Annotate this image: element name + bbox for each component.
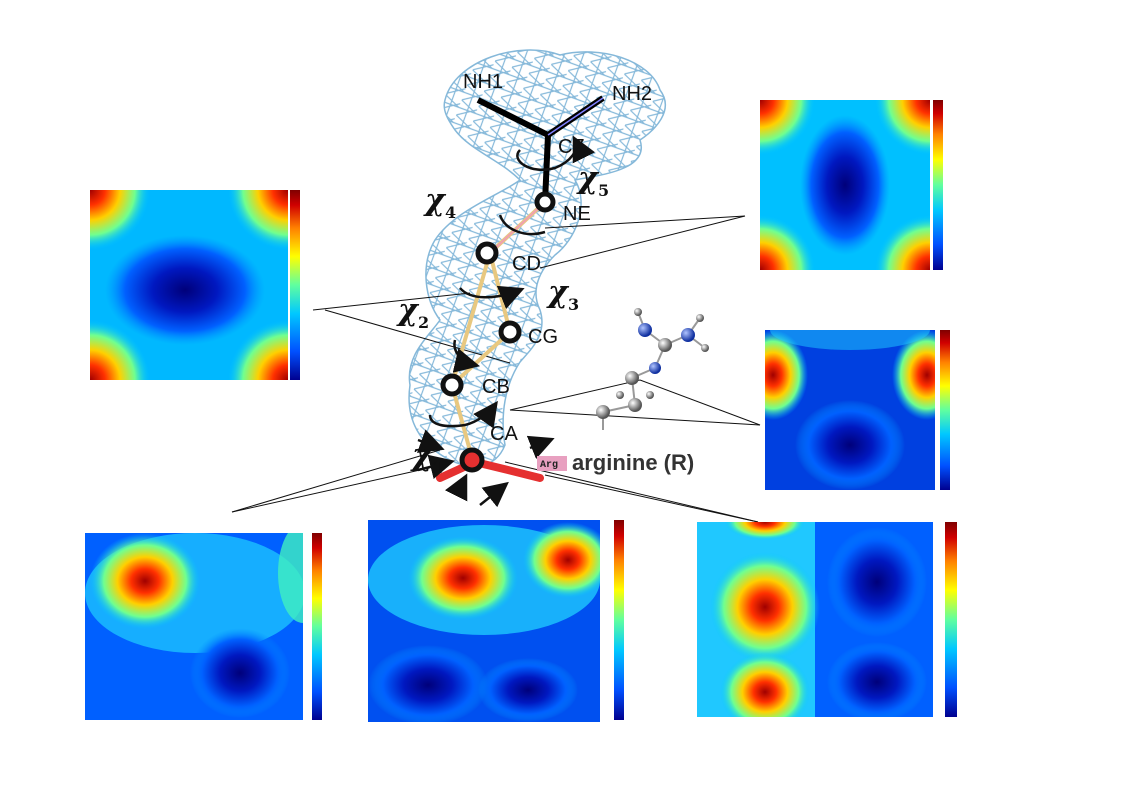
model-atom	[646, 391, 654, 399]
model-atom	[701, 344, 709, 352]
residue-tag: Arg	[540, 460, 558, 471]
atom-ne	[534, 191, 556, 213]
label-cg: CG	[528, 326, 558, 348]
atom-cd	[475, 241, 499, 265]
torsion-arrows	[416, 135, 596, 508]
heatmap-plot	[85, 533, 303, 720]
model-atom	[634, 308, 642, 316]
chi-labels: χ 5 χ 4 χ 3 χ 2 χ 1	[396, 161, 609, 477]
chi3-symbol: χ	[546, 275, 570, 310]
chi5-subscript: 5	[598, 181, 609, 200]
atom-labels: NH1 NH2 CZ NE CD CG CB CA	[463, 71, 652, 445]
label-nh2: NH2	[612, 83, 652, 105]
heatmap-plot	[368, 520, 600, 722]
colorbar	[290, 190, 300, 380]
atom-cb	[440, 373, 464, 397]
heatmap-plot	[765, 330, 935, 490]
chi2-symbol: χ	[396, 293, 420, 328]
connector-lines	[231, 215, 761, 523]
atoms	[440, 191, 556, 473]
label-ne: NE	[563, 203, 591, 225]
chi1-subscript: 1	[432, 458, 443, 477]
colorbar	[614, 520, 624, 720]
heatmap-panel-bottom-center	[368, 520, 624, 722]
chi1-symbol: χ	[410, 438, 434, 473]
ball-stick-model	[596, 308, 709, 430]
model-atom	[649, 362, 661, 374]
residue-name: arginine (R)	[572, 450, 694, 475]
heatmap-plot	[760, 100, 930, 270]
label-cz: CZ	[558, 136, 585, 158]
colorbar	[312, 533, 322, 720]
label-ca: CA	[490, 423, 518, 445]
chi2-subscript: 2	[418, 313, 429, 332]
label-cb: CB	[482, 376, 510, 398]
atom-cg	[498, 320, 522, 344]
heatmap-panel-top-left	[90, 190, 300, 380]
model-atom	[596, 405, 610, 419]
chi4-symbol: χ	[423, 183, 447, 218]
heatmap-plot	[90, 190, 288, 380]
model-atom	[625, 371, 639, 385]
heatmap-panel-bottom-right	[697, 522, 957, 717]
heatmap-panel-mid-right	[765, 330, 950, 490]
colorbar	[945, 522, 957, 717]
colorbar	[940, 330, 950, 490]
backbone	[436, 457, 544, 482]
model-atom	[628, 398, 642, 412]
heatmap-panel-bottom-left	[85, 533, 322, 720]
chi3-subscript: 3	[568, 295, 579, 314]
heatmap-panel-top-right	[760, 100, 943, 270]
chi4-subscript: 4	[445, 203, 456, 222]
model-atom	[616, 391, 624, 399]
colorbar	[933, 100, 943, 270]
model-atom	[696, 314, 704, 322]
label-nh1: NH1	[463, 71, 503, 93]
model-atom	[638, 323, 652, 337]
atom-ca	[459, 447, 485, 473]
heatmap-plot	[697, 522, 933, 717]
chi5-symbol: χ	[576, 161, 600, 196]
residue-label: Arg arginine (R)	[537, 450, 694, 475]
label-cd: CD	[512, 253, 541, 275]
model-atom	[681, 328, 695, 342]
model-atom	[658, 338, 672, 352]
